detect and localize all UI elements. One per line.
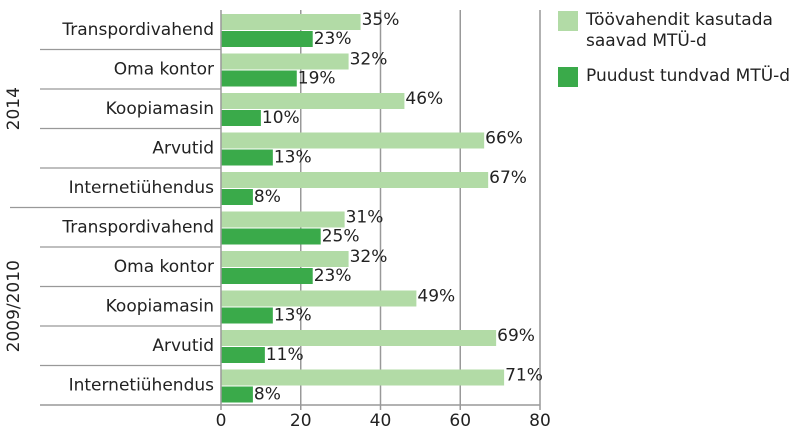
legend-swatch [558, 67, 578, 87]
category-label: Arvutid [152, 138, 214, 158]
value-label: 8% [254, 187, 281, 207]
value-label: 25% [322, 227, 360, 247]
bar [221, 172, 489, 188]
value-label: 13% [274, 306, 312, 326]
value-label: 71% [505, 366, 543, 386]
value-label: 10% [262, 108, 300, 128]
group-label: 2009/2010 [4, 260, 24, 352]
bar [221, 93, 405, 109]
bar [221, 330, 497, 346]
bar [221, 347, 265, 363]
bar [221, 132, 485, 149]
legend-item: Töövahendit kasutada saavad MTÜ-d [558, 10, 808, 52]
bar [221, 369, 505, 386]
bar [221, 307, 273, 324]
value-label: 31% [346, 208, 384, 228]
bar [221, 189, 253, 205]
category-label: Koopiamasin [106, 99, 214, 119]
value-label: 13% [274, 148, 312, 168]
bar [221, 386, 253, 403]
bar [221, 53, 349, 70]
value-label: 35% [362, 10, 400, 30]
category-label: Transpordivahend [61, 217, 214, 237]
x-tick-label: 0 [216, 411, 227, 431]
category-label: Internetiühendus [69, 178, 215, 198]
category-label: Koopiamasin [106, 296, 214, 316]
value-label: 69% [497, 326, 535, 346]
value-label: 32% [350, 50, 388, 70]
x-tick-label: 20 [290, 411, 312, 431]
bar [221, 290, 417, 307]
legend-swatch [558, 11, 578, 31]
bar [221, 31, 313, 47]
category-label: Oma kontor [114, 59, 214, 79]
value-label: 66% [485, 129, 523, 149]
bar [221, 70, 297, 87]
value-label: 67% [489, 168, 527, 188]
x-tick-label: 60 [449, 411, 471, 431]
legend-item: Puudust tundvad MTÜ-d [558, 66, 808, 87]
category-label: Oma kontor [114, 257, 214, 277]
category-label: Arvutid [152, 336, 214, 356]
legend: Töövahendit kasutada saavad MTÜ-d Puudust… [558, 10, 808, 101]
value-label: 19% [298, 69, 336, 89]
bar [221, 149, 273, 166]
x-tick-label: 80 [529, 411, 551, 431]
bar [221, 14, 361, 30]
x-tick-label: 40 [370, 411, 392, 431]
legend-label: Puudust tundvad MTÜ-d [586, 66, 791, 86]
category-label: Internetiühendus [69, 375, 215, 395]
category-label: Transpordivahend [61, 20, 214, 40]
bar [221, 110, 261, 126]
value-label: 11% [266, 345, 304, 365]
group-label: 2014 [4, 87, 24, 130]
value-label: 8% [254, 385, 281, 405]
bar [221, 268, 313, 284]
value-label: 23% [314, 29, 352, 49]
value-label: 49% [417, 287, 455, 307]
value-label: 46% [405, 89, 443, 109]
bar [221, 251, 349, 267]
bar [221, 211, 345, 228]
value-label: 23% [314, 266, 352, 286]
bar [221, 228, 321, 245]
value-label: 32% [350, 247, 388, 267]
legend-label: Töövahendit kasutada saavad MTÜ-d [586, 10, 773, 51]
